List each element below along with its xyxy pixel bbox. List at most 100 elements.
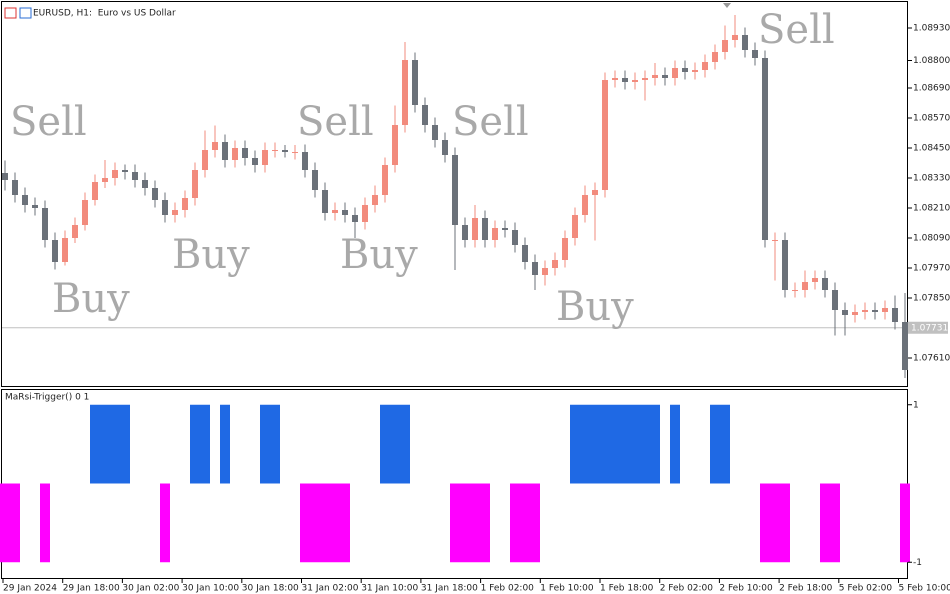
candle-body — [192, 170, 198, 198]
indicator-bar — [670, 404, 680, 484]
candle-body — [262, 150, 268, 165]
candle-body — [542, 268, 548, 275]
indicator-bar — [590, 404, 600, 484]
x-tick-label: 5 Feb 02:00 — [839, 584, 893, 594]
indicator-bar — [610, 404, 620, 484]
indicator-bar — [710, 404, 720, 484]
candle-body — [572, 215, 578, 238]
x-tick-label: 31 Jan 10:00 — [361, 584, 418, 594]
candle-body — [112, 170, 118, 178]
indicator-bar — [90, 404, 100, 484]
candle-body — [622, 78, 628, 82]
candle-body — [802, 282, 808, 290]
indicator-bar — [780, 483, 790, 563]
y-tick-label: 1.08930 — [913, 24, 950, 34]
y-tick-label: 1.08690 — [913, 84, 950, 94]
candle-body — [892, 308, 898, 322]
candle-body — [292, 152, 298, 153]
candle-body — [122, 170, 128, 172]
indicator-bar — [100, 404, 110, 484]
candle-body — [142, 180, 148, 188]
y-tick-label: 1.08210 — [913, 204, 950, 214]
x-tick-label: 1 Feb 18:00 — [600, 584, 654, 594]
candle-body — [242, 148, 248, 158]
indicator-bar — [620, 404, 630, 484]
x-tick-label: 29 Jan 18:00 — [63, 584, 120, 594]
candle-body — [202, 150, 208, 170]
x-tick-label: 30 Jan 10:00 — [182, 584, 239, 594]
price-area: Sell Sell Sell Sell Buy Buy Buy Buy — [2, 7, 908, 378]
marker — [723, 3, 731, 8]
candle-body — [532, 262, 538, 275]
indicator-bar — [650, 404, 660, 484]
candle-body — [492, 228, 498, 240]
candle-body — [662, 75, 668, 78]
indicator-bar — [900, 483, 910, 563]
candle-body — [102, 178, 108, 182]
candle-body — [152, 188, 158, 200]
indicator-bar — [0, 483, 10, 563]
annotation: Sell — [452, 99, 529, 145]
indicator-bar — [470, 483, 480, 563]
annotation: Buy — [52, 276, 130, 322]
candle-body — [592, 190, 598, 195]
indicator-bar — [220, 404, 230, 484]
candle-body — [832, 290, 838, 310]
x-tick-label: 29 Jan 2024 — [3, 584, 57, 594]
candle-body — [602, 80, 608, 190]
indicator-bar — [400, 404, 410, 484]
indicator-bar — [340, 483, 350, 563]
candle-body — [182, 198, 188, 210]
y-tick-label: 1.07610 — [913, 354, 950, 364]
candle-body — [92, 182, 98, 200]
indicator-bar — [190, 404, 200, 484]
candle-body — [632, 80, 638, 82]
candle-body — [902, 322, 908, 370]
y-tick-label: 1.08090 — [913, 234, 950, 244]
candle-body — [562, 238, 568, 260]
y-tick-label: 1.08570 — [913, 114, 950, 124]
x-tick-label: 30 Jan 02:00 — [122, 584, 179, 594]
candle-body — [2, 173, 8, 180]
x-tick-label: 31 Jan 18:00 — [421, 584, 478, 594]
indicator-bar — [720, 404, 730, 484]
candle-body — [72, 225, 78, 238]
candle-body — [372, 195, 378, 205]
indicator-bar — [530, 483, 540, 563]
x-tick-label: 2 Feb 02:00 — [660, 584, 714, 594]
candle-body — [342, 210, 348, 215]
candle-body — [52, 240, 58, 262]
candle-body — [222, 142, 228, 160]
indicator-bar — [630, 404, 640, 484]
indicator-bar — [820, 483, 830, 563]
candle-body — [362, 205, 368, 222]
candle-body — [302, 152, 308, 170]
indicator-bar — [600, 404, 610, 484]
indicator-bar — [450, 483, 460, 563]
indicator-bar — [120, 404, 130, 484]
candle-body — [852, 312, 858, 315]
candle-body — [272, 150, 278, 151]
candle-body — [872, 310, 878, 312]
candle-body — [512, 230, 518, 245]
candle-body — [882, 308, 888, 312]
x-tick-label: 30 Jan 18:00 — [242, 584, 299, 594]
candle-body — [522, 245, 528, 262]
candle-body — [282, 150, 288, 152]
candle-body — [172, 210, 178, 215]
candle-body — [772, 240, 778, 241]
candle-body — [482, 218, 488, 240]
candle-body — [692, 70, 698, 72]
candle-body — [612, 78, 618, 80]
indicator-bar — [310, 483, 320, 563]
y-tick-label: 1.07850 — [913, 294, 950, 304]
candle-body — [12, 180, 18, 195]
x-tick-label: 5 Feb 10:00 — [899, 584, 950, 594]
indicator-bar — [760, 483, 770, 563]
annotation: Buy — [172, 232, 250, 278]
candle-body — [552, 260, 558, 268]
indicator-bar — [570, 404, 580, 484]
x-tick-label: 31 Jan 02:00 — [302, 584, 359, 594]
indicator-bar — [770, 483, 780, 563]
indicator-bar — [160, 483, 170, 563]
